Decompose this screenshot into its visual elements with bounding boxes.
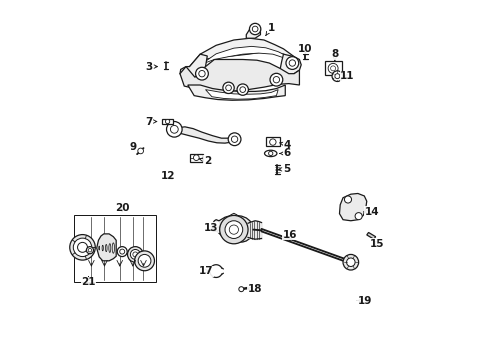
Text: 2: 2 bbox=[199, 156, 210, 166]
Circle shape bbox=[195, 67, 208, 80]
FancyBboxPatch shape bbox=[162, 119, 173, 124]
Polygon shape bbox=[187, 85, 285, 100]
Polygon shape bbox=[189, 38, 293, 67]
Circle shape bbox=[117, 247, 127, 257]
Circle shape bbox=[198, 71, 205, 77]
Polygon shape bbox=[180, 59, 299, 92]
Text: 5: 5 bbox=[278, 165, 290, 174]
Polygon shape bbox=[171, 127, 235, 143]
FancyBboxPatch shape bbox=[74, 215, 156, 282]
Polygon shape bbox=[246, 26, 260, 38]
Circle shape bbox=[224, 221, 242, 238]
Text: 15: 15 bbox=[369, 239, 384, 249]
Polygon shape bbox=[366, 233, 375, 239]
Text: 18: 18 bbox=[247, 284, 262, 294]
Circle shape bbox=[288, 60, 295, 66]
Circle shape bbox=[223, 82, 234, 94]
Text: 7: 7 bbox=[145, 117, 156, 126]
Polygon shape bbox=[339, 193, 366, 221]
Circle shape bbox=[170, 125, 178, 133]
Circle shape bbox=[268, 151, 272, 156]
Text: 21: 21 bbox=[81, 276, 96, 287]
Circle shape bbox=[138, 255, 151, 267]
Circle shape bbox=[327, 63, 337, 73]
Circle shape bbox=[225, 85, 231, 91]
Circle shape bbox=[229, 225, 238, 234]
Ellipse shape bbox=[264, 150, 276, 157]
Circle shape bbox=[354, 213, 362, 220]
Circle shape bbox=[249, 23, 260, 35]
Polygon shape bbox=[202, 46, 285, 64]
Circle shape bbox=[88, 248, 92, 252]
Circle shape bbox=[269, 73, 282, 86]
Polygon shape bbox=[180, 54, 207, 79]
Circle shape bbox=[193, 155, 199, 161]
Circle shape bbox=[130, 249, 140, 260]
Circle shape bbox=[269, 139, 276, 145]
Circle shape bbox=[231, 136, 237, 143]
Polygon shape bbox=[228, 213, 239, 221]
Polygon shape bbox=[205, 90, 278, 99]
Text: 9: 9 bbox=[129, 143, 136, 152]
Text: 10: 10 bbox=[298, 44, 312, 54]
Text: 13: 13 bbox=[203, 223, 218, 233]
Circle shape bbox=[237, 84, 248, 95]
Circle shape bbox=[331, 71, 342, 81]
Circle shape bbox=[219, 215, 247, 244]
FancyBboxPatch shape bbox=[324, 61, 341, 76]
Circle shape bbox=[78, 242, 87, 252]
Polygon shape bbox=[213, 215, 253, 242]
Text: 11: 11 bbox=[339, 71, 354, 81]
Text: 6: 6 bbox=[279, 148, 290, 158]
Polygon shape bbox=[97, 234, 116, 261]
Circle shape bbox=[238, 287, 244, 292]
Text: 3: 3 bbox=[145, 62, 157, 72]
Text: 20: 20 bbox=[115, 203, 129, 213]
Circle shape bbox=[240, 87, 245, 93]
Text: 17: 17 bbox=[199, 266, 213, 276]
Text: 19: 19 bbox=[357, 296, 371, 306]
Circle shape bbox=[273, 77, 279, 83]
Circle shape bbox=[138, 148, 143, 154]
Circle shape bbox=[252, 26, 258, 32]
Circle shape bbox=[165, 120, 169, 123]
Circle shape bbox=[73, 238, 92, 257]
FancyBboxPatch shape bbox=[189, 154, 203, 162]
Circle shape bbox=[120, 249, 124, 254]
Circle shape bbox=[330, 66, 335, 71]
Text: 12: 12 bbox=[161, 171, 175, 181]
Circle shape bbox=[86, 247, 93, 254]
Circle shape bbox=[334, 74, 339, 78]
Text: 14: 14 bbox=[363, 207, 379, 217]
Circle shape bbox=[285, 57, 298, 69]
Polygon shape bbox=[211, 227, 219, 231]
Circle shape bbox=[228, 133, 241, 145]
Circle shape bbox=[70, 235, 95, 260]
Text: 8: 8 bbox=[330, 49, 338, 60]
Text: 4: 4 bbox=[279, 140, 290, 149]
Polygon shape bbox=[279, 54, 301, 76]
Text: 16: 16 bbox=[282, 230, 297, 241]
Circle shape bbox=[133, 252, 138, 257]
FancyBboxPatch shape bbox=[265, 138, 279, 146]
Circle shape bbox=[344, 196, 351, 203]
Circle shape bbox=[346, 258, 354, 266]
Circle shape bbox=[166, 122, 182, 137]
Circle shape bbox=[343, 255, 358, 270]
Circle shape bbox=[127, 247, 143, 262]
Text: 1: 1 bbox=[265, 23, 274, 36]
Circle shape bbox=[134, 251, 154, 271]
